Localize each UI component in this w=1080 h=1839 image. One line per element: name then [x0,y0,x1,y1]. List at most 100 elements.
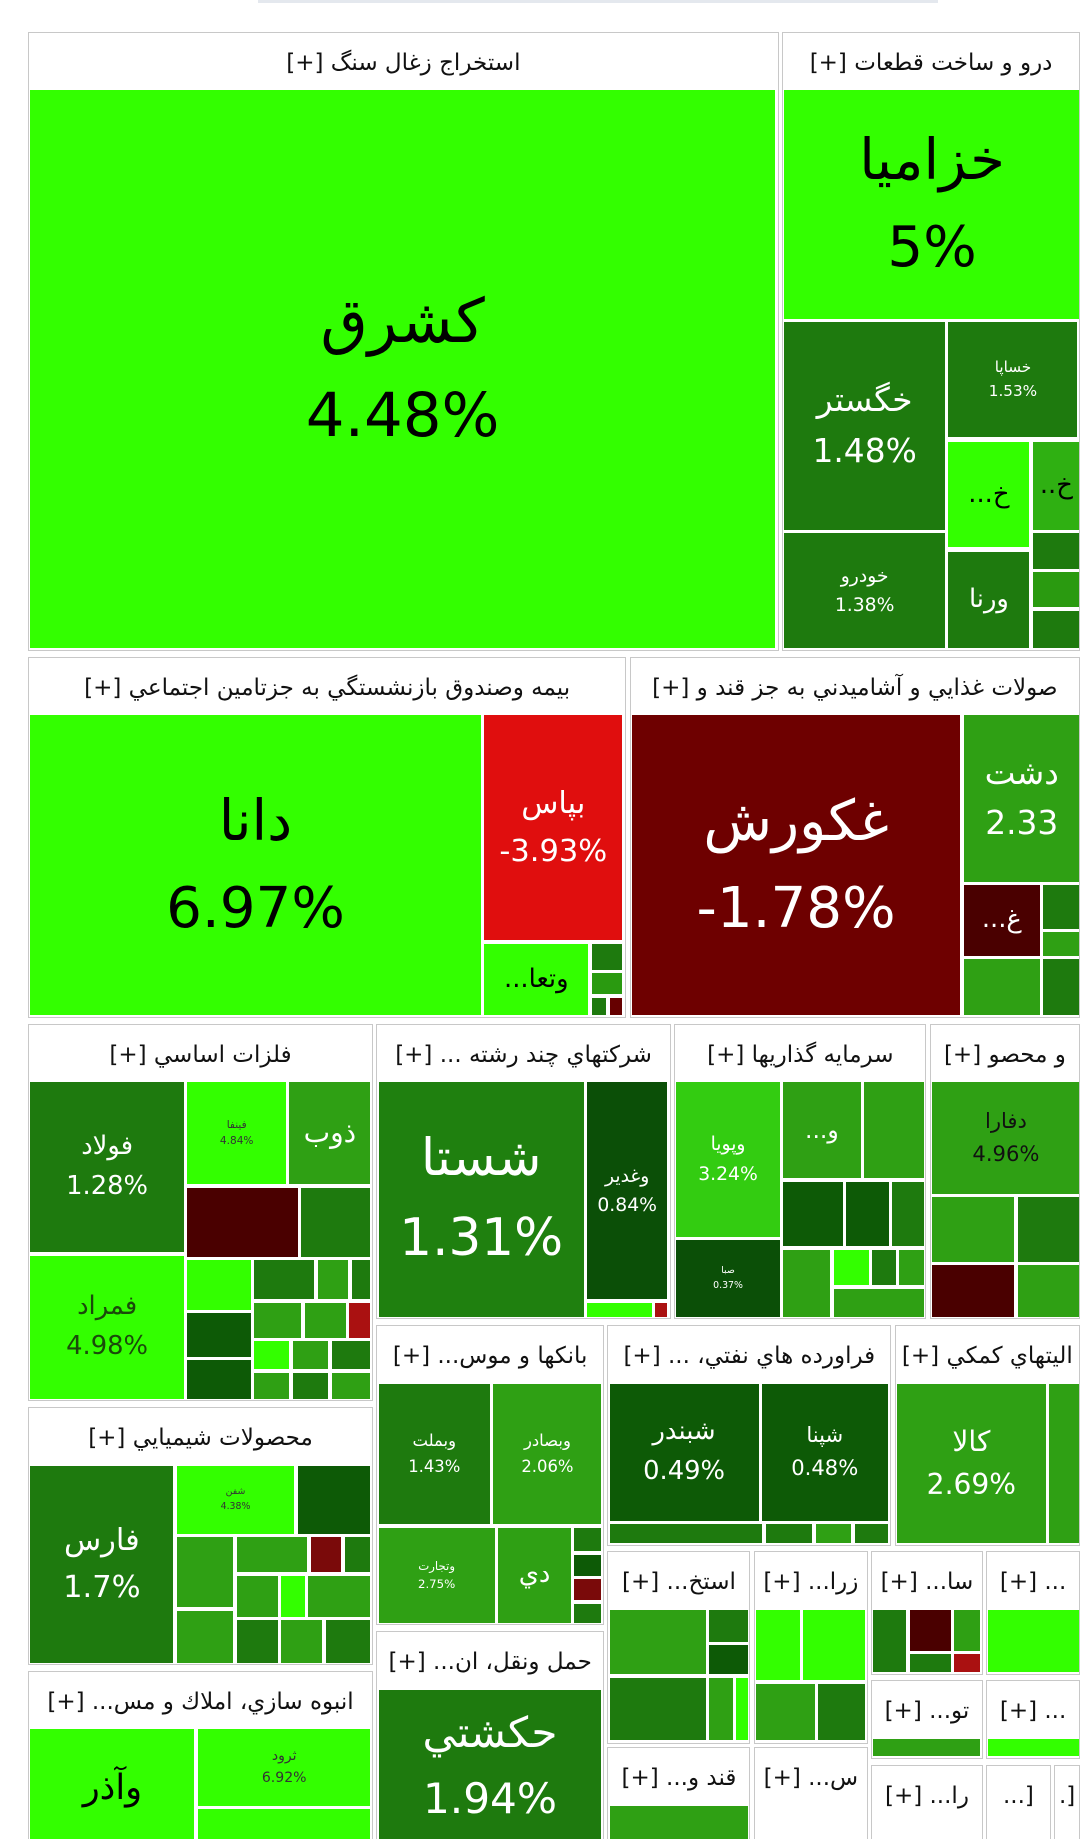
sector-title[interactable]: سا... [+] [880,1569,974,1596]
sector-title[interactable]: سرمايه گذاريها [+] [707,1041,894,1068]
stock-tile-small[interactable] [592,943,623,970]
stock-tile[interactable]: بپاس -3.93% [484,715,623,941]
stock-tile[interactable]: خودرو 1.38% [784,533,945,649]
sector-title[interactable]: بانكها و موس... [+] [392,1343,588,1370]
stock-tile-small[interactable] [854,1524,888,1543]
stock-tile[interactable]: دفارا 4.96% [932,1082,1079,1194]
stock-tile[interactable]: وپويا 3.24% [676,1082,780,1237]
stock-tile[interactable]: غكورش -1.78% [631,715,961,1016]
stock-tile[interactable]: دشت 2.33 [963,715,1079,882]
stock-tile-small[interactable] [1043,885,1079,929]
stock-tile-small[interactable] [1043,959,1079,1016]
sector-title[interactable]: س... [+] [763,1765,859,1792]
stock-tile[interactable]: صبا 0.37% [676,1240,780,1317]
sector-title[interactable]: فراورده هاي نفتي، ... [+] [623,1343,876,1370]
stock-tile[interactable]: ذوب [289,1082,371,1185]
stock-tile-small[interactable] [176,1537,234,1608]
stock-tile-small[interactable] [574,1603,602,1623]
stock-tile[interactable]: ثرود 6.92% [198,1729,371,1806]
stock-tile-small[interactable] [1032,610,1079,649]
stock-tile-small[interactable] [932,1265,1015,1317]
stock-tile[interactable]: خ... [948,441,1030,548]
stock-tile-small[interactable] [1032,533,1079,569]
stock-tile-small[interactable] [892,1181,924,1247]
stock-tile[interactable]: دي [498,1527,571,1623]
stock-tile-small[interactable] [574,1579,602,1601]
stock-tile-small[interactable] [349,1302,371,1338]
stock-tile-small[interactable] [818,1683,866,1740]
stock-tile-small[interactable] [301,1187,371,1257]
stock-tile-small[interactable] [317,1260,349,1300]
sector-title[interactable]: حمل ونقل، ان... [+] [388,1649,592,1676]
stock-tile[interactable]: دانا 6.97% [30,715,481,1016]
stock-tile-small[interactable] [783,1249,831,1317]
stock-tile-small[interactable] [932,1197,1015,1262]
stock-tile-small[interactable] [198,1809,371,1839]
stock-tile-small[interactable] [254,1302,302,1338]
stock-tile-small[interactable] [756,1683,815,1740]
stock-tile-small[interactable] [351,1260,371,1300]
stock-tile-small[interactable] [833,1249,869,1286]
stock-tile[interactable]: شستا 1.31% [378,1082,584,1317]
stock-tile-small[interactable] [254,1260,315,1300]
stock-tile-small[interactable] [236,1537,308,1573]
sector-title[interactable]: فلزات اساسي [+] [109,1041,292,1068]
stock-tile-small[interactable] [254,1341,290,1370]
stock-tile[interactable]: وآذر [30,1729,195,1839]
stock-tile-small[interactable] [574,1554,602,1576]
stock-tile-small[interactable] [587,1302,652,1317]
stock-tile-small[interactable] [1017,1265,1079,1317]
stock-tile-small[interactable] [756,1609,800,1681]
stock-tile-small[interactable] [331,1341,371,1370]
stock-tile-small[interactable] [292,1372,329,1399]
stock-tile-small[interactable] [783,1181,843,1247]
stock-tile-small[interactable] [954,1654,981,1672]
stock-tile-small[interactable] [176,1611,234,1663]
stock-tile-small[interactable] [281,1575,305,1617]
sector-title[interactable]: اليتهاي كمكي [+] [901,1343,1073,1370]
stock-tile[interactable]: خگستر 1.48% [784,322,945,530]
stock-tile-small[interactable] [236,1620,278,1663]
stock-tile-small[interactable] [954,1609,981,1651]
stock-tile[interactable]: كشرق 4.48% [30,90,775,649]
stock-tile-small[interactable] [574,1527,602,1552]
stock-tile[interactable]: وغدير 0.84% [587,1082,668,1300]
stock-tile[interactable]: و... [783,1082,861,1179]
stock-tile[interactable]: شفن 4.38% [176,1465,295,1534]
sector-title[interactable]: انبوه سازي، املاك و مس... [+] [47,1689,354,1715]
sector-title[interactable]: بيمه وصندوق بازنشستگي به جزتامين اجتماعي… [84,674,571,701]
stock-tile-small[interactable] [325,1620,371,1663]
sector-title[interactable]: قند و... [+] [621,1765,737,1792]
sector-title[interactable]: زرا... [+] [763,1569,859,1596]
stock-tile-small[interactable] [846,1181,889,1247]
stock-tile[interactable]: شپنا 0.48% [762,1383,888,1521]
stock-tile-small[interactable] [609,1805,748,1839]
stock-tile-small[interactable] [709,1609,748,1642]
stock-tile-small[interactable] [187,1260,251,1310]
stock-tile[interactable]: غ... [963,885,1040,956]
sector-title[interactable]: ... [+] [999,1569,1067,1596]
sector-title[interactable]: [... [1002,1782,1034,1809]
sector-title[interactable]: [. [1058,1782,1076,1809]
stock-tile[interactable]: وتجارت 2.75% [378,1527,495,1623]
stock-tile-small[interactable] [815,1524,852,1543]
stock-tile-small[interactable] [292,1341,329,1370]
sector-title[interactable]: ... [+] [999,1698,1067,1725]
stock-tile-small[interactable] [609,1524,763,1543]
stock-tile-small[interactable] [592,973,623,995]
stock-tile-small[interactable] [609,1677,706,1740]
stock-tile-small[interactable] [909,1609,951,1651]
stock-tile[interactable]: خزاميا 5% [784,90,1079,319]
stock-tile-small[interactable] [1049,1383,1079,1543]
stock-tile[interactable]: شبندر 0.49% [609,1383,759,1521]
sector-title[interactable]: تو... [+] [884,1698,970,1725]
sector-title[interactable]: را... [+] [884,1782,969,1809]
stock-tile-small[interactable] [609,1609,706,1675]
sector-title[interactable]: صولات غذايي و آشاميدني به جز قند و [+] [652,674,1058,701]
stock-tile-small[interactable] [1032,572,1079,608]
stock-tile[interactable]: وتعا... [484,943,589,1016]
stock-tile-small[interactable] [1017,1197,1079,1262]
stock-tile-small[interactable] [297,1465,371,1534]
stock-tile-small[interactable] [899,1249,924,1286]
stock-tile-small[interactable] [592,997,607,1016]
